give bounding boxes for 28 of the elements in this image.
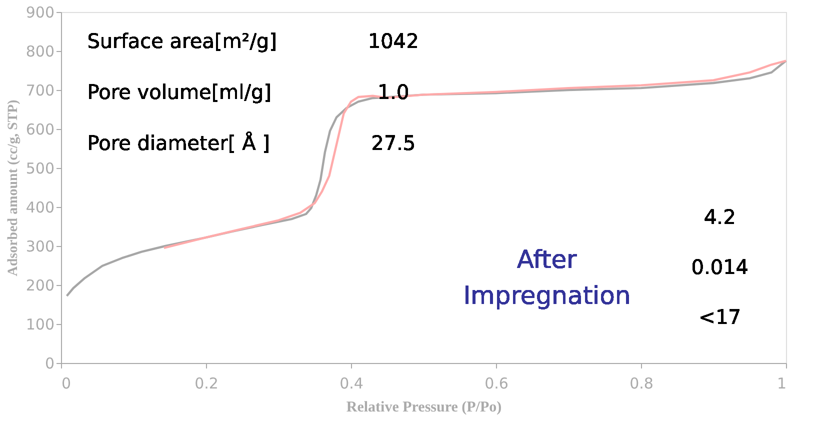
y-tick-label: 100 [26,316,54,334]
y-tick-label: 400 [26,198,54,216]
x-tick-label: 0 [62,374,72,392]
x-tick-label: 0.4 [340,374,364,392]
x-axis-title: Relative Pressure (P/Po) [346,400,502,416]
x-tick-label: 1 [776,374,786,392]
y-tick-label: 800 [26,42,54,60]
y-tick-label: 0 [44,354,54,372]
annotation: After Impregnation [463,245,631,310]
y-tick-label: 700 [26,82,54,100]
annotation: 1.0 [377,80,410,104]
x-tick-label: 0.8 [630,374,654,392]
y-tick-label: 500 [26,160,54,178]
y-tick-label: 900 [26,4,54,22]
annotation: 4.2 [704,205,736,229]
y-axis-title: Adsorbed amount (cc/g, STP) [6,99,21,276]
annotation: Pore volume[ml/g] [87,80,272,104]
y-tick-label: 300 [26,238,54,256]
x-tick-label: 0.2 [194,374,218,392]
y-tick-label: 600 [26,120,54,138]
annotation: <17 [698,305,742,329]
annotation: Pore diameter[ Å ] [87,131,270,155]
x-tick-label: 0.6 [484,374,508,392]
annotation: Surface area[m²/g] [87,29,277,53]
annotation: 1042 [368,29,419,53]
y-tick-label: 200 [26,276,54,294]
annotation: 27.5 [371,131,416,155]
annotation: 0.014 [691,255,749,279]
